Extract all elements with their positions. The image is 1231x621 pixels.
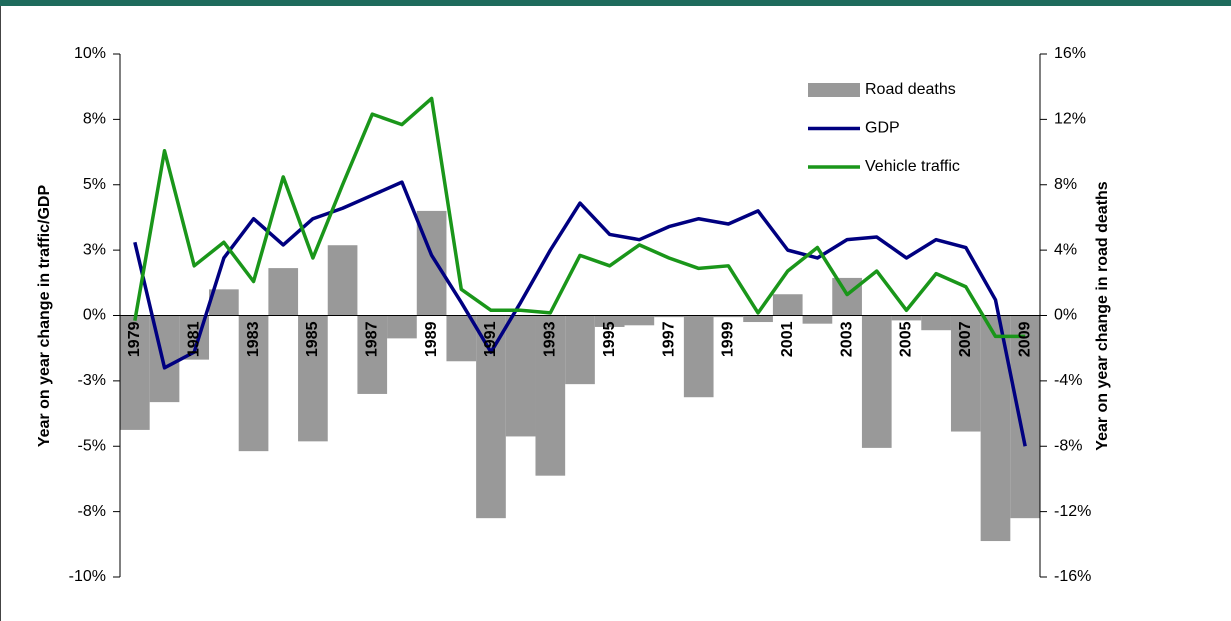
y2-tick-label: 4%: [1054, 241, 1077, 258]
bar: [654, 315, 684, 318]
y-tick-label: -8%: [78, 503, 106, 520]
x-tick-label: 2009: [1016, 321, 1033, 357]
x-tick-label: 2001: [779, 321, 796, 357]
bar: [535, 315, 566, 476]
bar: [120, 315, 150, 430]
bar: [624, 315, 655, 326]
legend-label: GDP: [865, 120, 900, 137]
bar: [713, 315, 744, 318]
bar: [743, 315, 773, 323]
x-tick-label: 1995: [601, 321, 618, 357]
x-tick-label: 1991: [482, 321, 499, 357]
y2-tick-label: -8%: [1054, 437, 1082, 454]
y-tick-label: 10%: [74, 45, 106, 62]
y2-tick-label: 8%: [1054, 176, 1077, 193]
bar: [772, 294, 803, 316]
top-band: [0, 0, 1231, 6]
bar: [387, 315, 417, 339]
y2-axis-title: Year on year change in road deaths: [1094, 181, 1111, 451]
y2-tick-label: -4%: [1054, 372, 1082, 389]
bar: [832, 277, 862, 316]
y-tick-label: 3%: [83, 241, 106, 258]
x-tick-label: 1983: [245, 321, 262, 357]
bar: [446, 315, 477, 362]
x-tick-label: 1985: [304, 321, 321, 357]
x-tick-label: 2003: [838, 321, 855, 357]
y-tick-label: -10%: [69, 568, 106, 585]
line-series: [133, 96, 1026, 339]
y2-tick-label: -16%: [1054, 568, 1091, 585]
bar: [802, 315, 833, 324]
bar: [238, 315, 269, 452]
x-tick-label: 1999: [720, 321, 737, 357]
y2-tick-label: 12%: [1054, 111, 1086, 128]
bar: [1010, 315, 1040, 519]
bar: [921, 315, 951, 331]
x-tick-label: 1981: [185, 321, 202, 357]
y-tick-label: -5%: [78, 437, 106, 454]
y2-tick-label: 0%: [1054, 307, 1077, 324]
y-tick-label: -3%: [78, 372, 106, 389]
bar: [950, 315, 981, 432]
bar: [327, 245, 358, 316]
line-series: [133, 180, 1027, 447]
x-tick-label: 1987: [363, 321, 380, 357]
bar: [565, 315, 595, 385]
legend-label: Road deaths: [865, 81, 956, 98]
y-tick-label: 0%: [83, 307, 106, 324]
x-tick-label: 1979: [126, 321, 143, 357]
y-tick-label: 8%: [83, 111, 106, 128]
bar: [505, 315, 536, 437]
x-tick-label: 2005: [898, 321, 915, 357]
bar: [268, 268, 299, 316]
x-tick-label: 2007: [957, 321, 974, 357]
bar: [891, 315, 922, 321]
y2-tick-label: 16%: [1054, 45, 1086, 62]
legend-label: Vehicle traffic: [865, 158, 960, 175]
y2-tick-label: -12%: [1054, 503, 1091, 520]
x-tick-label: 1989: [423, 321, 440, 357]
bar: [594, 315, 625, 327]
legend-swatch: [808, 83, 860, 97]
x-tick-label: 1993: [542, 321, 559, 357]
x-tick-label: 1997: [660, 321, 677, 357]
y-axis-title: Year on year change in traffic/GDP: [36, 185, 53, 448]
bar: [357, 315, 388, 394]
y-tick-label: 5%: [83, 176, 106, 193]
bar: [298, 315, 328, 442]
bar: [861, 315, 892, 448]
bar: [683, 315, 714, 398]
